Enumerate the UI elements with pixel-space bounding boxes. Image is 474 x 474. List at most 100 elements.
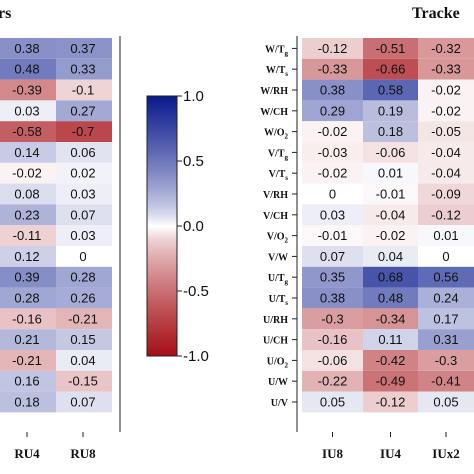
right-heatmap-cell bbox=[363, 329, 418, 350]
left-heatmap-cell bbox=[56, 100, 112, 122]
right-cell-value: 0.11 bbox=[378, 332, 402, 347]
right-cell-value: -0.32 bbox=[431, 41, 461, 56]
left-cell-value: 0.07 bbox=[70, 395, 95, 410]
right-cell-value: -0.09 bbox=[431, 187, 461, 202]
left-cell-value: -0.16 bbox=[12, 311, 42, 326]
right-cell-value: 0.03 bbox=[320, 207, 345, 222]
right-cell-value: 0.01 bbox=[378, 166, 403, 181]
right-row-label: U/O2 bbox=[267, 356, 289, 369]
right-row-label: W/O2 bbox=[264, 128, 289, 141]
left-heatmap-cell bbox=[56, 142, 112, 163]
right-heatmap-cell bbox=[418, 38, 474, 59]
right-heatmap-cell bbox=[418, 58, 474, 80]
right-cell-value: -0.04 bbox=[376, 207, 406, 222]
right-row-label: U/Ts bbox=[269, 294, 289, 307]
right-heatmap-cell bbox=[363, 100, 418, 122]
right-cell-value: 0.68 bbox=[378, 270, 403, 285]
left-cell-value: 0.37 bbox=[70, 41, 95, 56]
left-cell-value: 0.15 bbox=[70, 332, 95, 347]
right-heatmap-cell bbox=[302, 142, 363, 163]
right-cell-value: -0.12 bbox=[431, 207, 461, 222]
right-cell-value: 0.48 bbox=[378, 291, 403, 306]
left-heatmap-cell bbox=[0, 121, 56, 142]
right-row-label: W/Ts bbox=[266, 65, 288, 78]
left-cell-value: -0.1 bbox=[72, 83, 94, 98]
right-heatmap-cell bbox=[302, 79, 363, 101]
right-heatmap-cell bbox=[363, 391, 418, 413]
right-cell-value: -0.33 bbox=[431, 62, 461, 77]
right-heatmap-cell bbox=[418, 204, 474, 226]
colorbar-tick-label: -1.0 bbox=[183, 348, 209, 365]
left-cell-value: 0.02 bbox=[70, 166, 95, 181]
left-heatmap-cell bbox=[0, 58, 56, 80]
left-heatmap-cell bbox=[56, 38, 112, 59]
right-cell-value: 0.24 bbox=[433, 291, 458, 306]
right-heatmap-cell bbox=[302, 225, 363, 246]
left-cell-value: 0.26 bbox=[70, 291, 95, 306]
right-heatmap-cell bbox=[418, 266, 474, 288]
colorbar-tick-label: 0.0 bbox=[183, 218, 204, 235]
right-heatmap-cell bbox=[363, 266, 418, 288]
right-cell-value: -0.06 bbox=[376, 145, 406, 160]
left-heatmap-cell bbox=[0, 350, 56, 371]
right-heatmap-cell bbox=[302, 350, 363, 371]
right-heatmap-cell bbox=[302, 370, 363, 392]
left-cell-value: 0.16 bbox=[14, 374, 39, 389]
right-cell-value: 0.04 bbox=[378, 249, 403, 264]
right-cell-value: 0 bbox=[329, 187, 336, 202]
right-cell-value: 0.17 bbox=[433, 311, 458, 326]
colorbar-tick-label: 1.0 bbox=[183, 88, 204, 105]
right-cell-value: 0.05 bbox=[320, 395, 345, 410]
left-heatmap-cell bbox=[0, 391, 56, 413]
left-heatmap-cell bbox=[56, 225, 112, 246]
right-row-label: V/CH bbox=[263, 211, 288, 222]
right-cell-value: -0.3 bbox=[435, 353, 457, 368]
right-heatmap-cell bbox=[363, 38, 418, 59]
left-heatmap-cell bbox=[0, 183, 56, 205]
left-heatmap-cell bbox=[0, 79, 56, 101]
colorbar-gradient bbox=[146, 95, 178, 357]
right-row-label: W/CH bbox=[260, 107, 288, 118]
right-cell-value: -0.02 bbox=[376, 228, 406, 243]
right-row-label: V/Ts bbox=[269, 169, 289, 182]
left-heatmap-cell bbox=[0, 225, 56, 246]
right-row-label: U/RH bbox=[263, 315, 288, 326]
left-cell-value: -0.7 bbox=[72, 124, 94, 139]
left-heatmap-cell bbox=[56, 329, 112, 350]
left-cell-value: 0.28 bbox=[70, 270, 95, 285]
right-heatmap-cell bbox=[363, 183, 418, 205]
right-heatmap-cell bbox=[363, 308, 418, 330]
right-cell-value: 0.58 bbox=[378, 83, 403, 98]
right-cell-value: -0.33 bbox=[318, 62, 348, 77]
right-cell-value: 0.29 bbox=[320, 103, 345, 118]
left-column-label: RU4 bbox=[14, 446, 40, 461]
right-row-label: W/Tg bbox=[265, 44, 288, 57]
right-cell-value: 0.18 bbox=[378, 124, 403, 139]
right-heatmap-cell bbox=[363, 350, 418, 371]
left-heatmap-cell bbox=[56, 121, 112, 142]
colorbar: 1.0 0.5 0.0 -0.5 -1.0 bbox=[146, 88, 209, 365]
left-cell-value: 0.14 bbox=[14, 145, 39, 160]
left-column-label: RU8 bbox=[70, 446, 96, 461]
right-cell-value: 0.31 bbox=[433, 332, 458, 347]
left-heatmap-cell bbox=[0, 100, 56, 122]
right-cell-value: -0.66 bbox=[376, 62, 406, 77]
left-cell-value: 0.18 bbox=[14, 395, 39, 410]
right-heatmap-cell bbox=[302, 100, 363, 122]
right-panel-title: Tracke bbox=[412, 5, 460, 22]
left-cell-value: 0.28 bbox=[14, 291, 39, 306]
right-cell-value: -0.34 bbox=[376, 311, 406, 326]
right-heatmap-cell bbox=[302, 287, 363, 309]
right-column-label: IUx2 bbox=[432, 446, 459, 461]
right-heatmap-cell bbox=[302, 162, 363, 184]
left-heatmap-cell bbox=[56, 204, 112, 226]
right-heatmap-cell bbox=[418, 121, 474, 142]
right-cell-value: -0.02 bbox=[431, 103, 461, 118]
left-heatmap-cell bbox=[0, 308, 56, 330]
right-cell-value: -0.12 bbox=[376, 395, 406, 410]
left-heatmap-cell bbox=[56, 287, 112, 309]
right-heatmap-cell bbox=[418, 308, 474, 330]
right-cell-value: -0.04 bbox=[431, 166, 461, 181]
right-cell-value: -0.03 bbox=[318, 145, 348, 160]
left-cell-value: 0.39 bbox=[14, 270, 39, 285]
